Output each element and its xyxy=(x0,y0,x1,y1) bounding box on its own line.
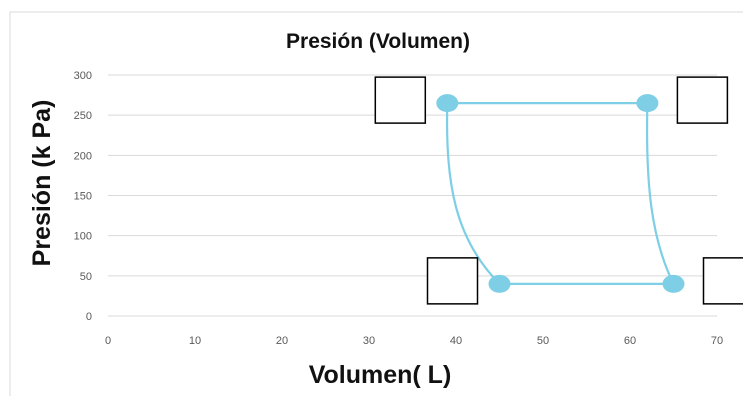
x-tick-10: 10 xyxy=(189,335,201,347)
x-tick-labels: 0 10 20 30 40 50 60 70 xyxy=(105,335,723,347)
data-point-4 xyxy=(489,275,511,293)
y-tick-50: 50 xyxy=(80,271,92,283)
label-box-4 xyxy=(428,258,478,304)
y-tick-300: 300 xyxy=(74,70,92,82)
chart-title: Presión (Volumen) xyxy=(286,30,470,53)
label-box-3 xyxy=(704,258,743,304)
y-tick-100: 100 xyxy=(74,231,92,243)
y-tick-150: 150 xyxy=(74,191,92,203)
x-tick-50: 50 xyxy=(537,335,549,347)
cycle-series xyxy=(447,103,673,284)
x-axis-title: Volumen( L) xyxy=(309,361,452,389)
y-tick-labels: 0 50 100 150 200 250 300 xyxy=(74,70,92,323)
x-tick-30: 30 xyxy=(363,335,375,347)
label-box-2 xyxy=(677,77,727,123)
label-box-1 xyxy=(375,77,425,123)
cycle-segment-2 xyxy=(647,103,673,284)
y-axis-title: Presión (k Pa) xyxy=(28,100,56,267)
y-tick-250: 250 xyxy=(74,110,92,122)
x-tick-0: 0 xyxy=(105,335,111,347)
data-point-3 xyxy=(663,275,685,293)
x-tick-40: 40 xyxy=(450,335,462,347)
data-point-2 xyxy=(636,94,658,112)
y-tick-0: 0 xyxy=(86,311,92,323)
x-tick-60: 60 xyxy=(624,335,636,347)
data-point-1 xyxy=(436,94,458,112)
x-tick-20: 20 xyxy=(276,335,288,347)
y-tick-200: 200 xyxy=(74,150,92,162)
cycle-segment-4 xyxy=(447,103,499,284)
label-boxes xyxy=(375,77,743,304)
x-tick-70: 70 xyxy=(711,335,723,347)
